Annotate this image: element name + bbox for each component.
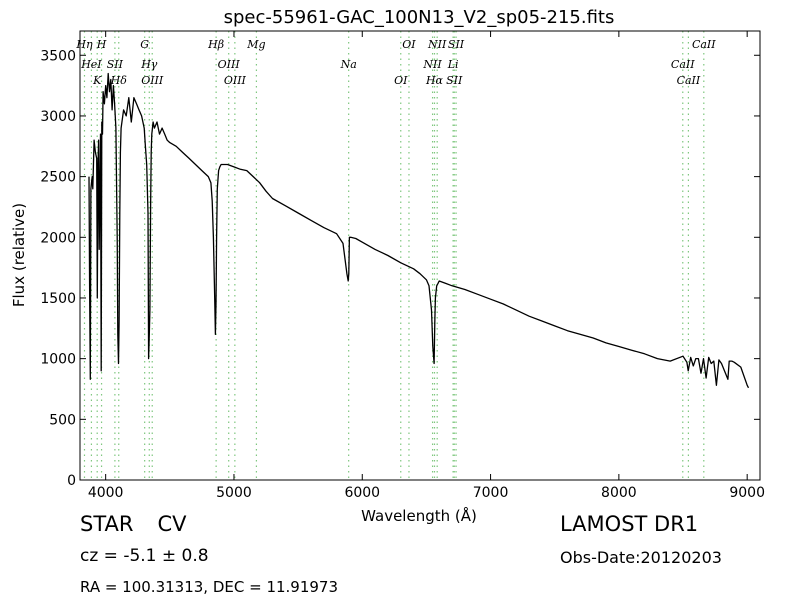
marker-label: OI	[394, 74, 408, 87]
y-tick-label: 3000	[40, 109, 76, 125]
x-axis-label: Wavelength (Å)	[361, 506, 477, 525]
x-tick-label: 7000	[473, 485, 509, 501]
marker-label: Hη	[75, 38, 93, 51]
y-tick-label: 2000	[40, 230, 76, 246]
marker-label: K	[92, 74, 102, 87]
marker-label: Na	[340, 58, 357, 71]
y-tick-label: 0	[67, 473, 76, 489]
x-tick-label: 8000	[601, 485, 637, 501]
y-tick-label: 500	[49, 412, 76, 428]
y-tick-label: 1500	[40, 291, 76, 307]
chart-title: spec-55961-GAC_100N13_V2_sp05-215.fits	[224, 7, 615, 28]
marker-label: OIII	[224, 74, 247, 87]
marker-label: NII	[422, 58, 442, 71]
marker-label: CaII	[692, 38, 716, 51]
marker-label: Hα	[425, 74, 444, 87]
marker-label: OIII	[141, 74, 164, 87]
marker-label: Hβ	[207, 38, 224, 51]
redshift-label: cz = -5.1 ± 0.8	[80, 546, 209, 566]
x-tick-label: 9000	[729, 485, 765, 501]
marker-label: OIII	[218, 58, 241, 71]
object-class: STAR CV	[80, 512, 187, 536]
y-tick-label: 1000	[40, 352, 76, 368]
obs-date-label: Obs-Date:20120203	[560, 548, 722, 567]
radec-label: RA = 100.31313, DEC = 11.91973	[80, 578, 339, 596]
marker-label: Hγ	[140, 58, 158, 71]
marker-label: SII	[446, 74, 463, 87]
spectrum-line	[88, 72, 750, 389]
marker-label: OI	[402, 38, 416, 51]
x-tick-label: 6000	[344, 485, 380, 501]
marker-label: CaII	[677, 74, 701, 87]
y-tick-label: 3500	[40, 48, 76, 64]
marker-label: CaII	[671, 58, 695, 71]
marker-label: HeI	[80, 58, 102, 71]
y-tick-label: 2500	[40, 170, 76, 186]
marker-label: SII	[448, 38, 465, 51]
plot-frame	[79, 30, 761, 481]
class-label: STAR	[80, 512, 134, 536]
marker-label: H	[96, 38, 107, 51]
y-axis-label: Flux (relative)	[10, 203, 28, 307]
marker-label: Li	[447, 58, 459, 71]
x-tick-label: 4000	[88, 485, 124, 501]
marker-label: SII	[107, 58, 124, 71]
x-tick-label: 5000	[216, 485, 252, 501]
survey-label: LAMOST DR1	[560, 512, 699, 536]
marker-label: Hδ	[110, 74, 128, 87]
marker-label: G	[140, 38, 149, 51]
marker-label: Mg	[246, 38, 265, 51]
marker-label: NII	[427, 38, 447, 51]
subclass-label: CV	[157, 512, 187, 536]
